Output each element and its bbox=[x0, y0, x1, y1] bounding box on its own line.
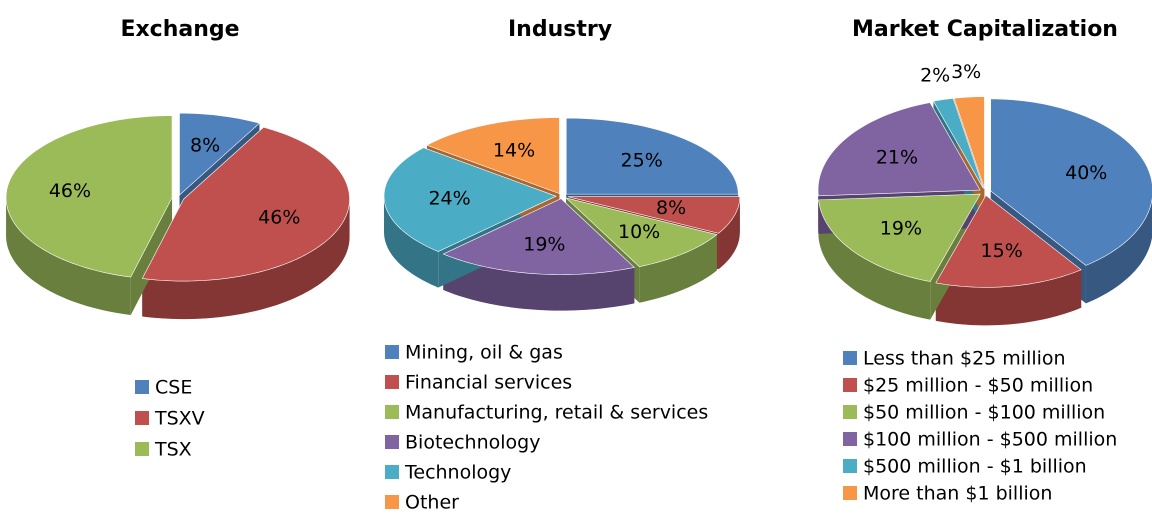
legend-label: Technology bbox=[404, 462, 511, 484]
legend-swatch bbox=[843, 405, 857, 419]
data-label: 2% bbox=[920, 64, 950, 86]
legend-swatch bbox=[385, 345, 399, 359]
legend-swatch bbox=[843, 432, 857, 446]
pie-side bbox=[639, 234, 717, 303]
legend-swatch bbox=[385, 495, 399, 509]
pie-side bbox=[384, 196, 439, 288]
data-label: 10% bbox=[618, 221, 660, 243]
data-label: 24% bbox=[428, 188, 470, 210]
data-label: 21% bbox=[876, 147, 918, 169]
chart-title: Market Capitalization bbox=[852, 17, 1118, 42]
data-label: 8% bbox=[190, 134, 220, 156]
legend-swatch bbox=[385, 465, 399, 479]
legend-label: More than $1 billion bbox=[863, 483, 1052, 505]
legend-label: Manufacturing, retail & services bbox=[405, 402, 708, 424]
legend-swatch bbox=[135, 411, 149, 425]
pie-side bbox=[1085, 199, 1152, 304]
legend-label: TSXV bbox=[154, 408, 205, 430]
legend-swatch bbox=[385, 435, 399, 449]
pie-slice bbox=[953, 96, 985, 189]
chart-title: Industry bbox=[508, 17, 612, 42]
pie-slice bbox=[383, 147, 557, 252]
data-label: 40% bbox=[1065, 162, 1107, 184]
data-label: 19% bbox=[880, 218, 922, 240]
legend-label: TSX bbox=[154, 439, 192, 461]
pie-slice bbox=[567, 196, 741, 234]
pie-slice bbox=[179, 112, 261, 196]
data-label: 19% bbox=[523, 234, 565, 256]
legend-label: Less than $25 million bbox=[863, 348, 1066, 370]
legend-label: Mining, oil & gas bbox=[405, 342, 563, 364]
legend-swatch bbox=[385, 405, 399, 419]
pie-slice bbox=[818, 193, 981, 282]
legend-label: $500 million - $1 billion bbox=[863, 456, 1087, 478]
data-label: 46% bbox=[258, 206, 300, 228]
data-label: 14% bbox=[493, 139, 535, 161]
legend-label: $50 million - $100 million bbox=[863, 402, 1105, 424]
pie-slice bbox=[141, 126, 350, 282]
pie-slice bbox=[817, 102, 981, 197]
legend-swatch bbox=[135, 380, 149, 394]
legend-swatch bbox=[843, 378, 857, 392]
pie-side bbox=[142, 199, 350, 320]
legend-label: Financial services bbox=[405, 372, 572, 394]
legend-label: $100 million - $500 million bbox=[863, 429, 1117, 451]
data-label: 15% bbox=[981, 240, 1023, 262]
pie-slice bbox=[565, 117, 739, 195]
legend-label: Biotechnology bbox=[405, 432, 540, 454]
data-label: 3% bbox=[951, 61, 981, 83]
pie-slice bbox=[565, 197, 718, 268]
pie-slice bbox=[442, 198, 635, 275]
pie-slice bbox=[5, 115, 173, 278]
pie-slice bbox=[426, 117, 560, 195]
legend-label: CSE bbox=[155, 377, 192, 399]
pie-side bbox=[718, 196, 740, 270]
legend-swatch bbox=[843, 459, 857, 473]
data-label: 46% bbox=[49, 180, 91, 202]
legend-swatch bbox=[843, 486, 857, 500]
pie-side bbox=[935, 269, 1082, 326]
pie-wall bbox=[130, 197, 173, 316]
pie-slice bbox=[932, 98, 984, 189]
data-label: 25% bbox=[621, 149, 663, 171]
pie-side bbox=[818, 199, 931, 320]
pie-side bbox=[6, 197, 131, 316]
legend-swatch bbox=[385, 375, 399, 389]
legend-swatch bbox=[843, 351, 857, 365]
chart-title: Exchange bbox=[120, 17, 239, 42]
legend-swatch bbox=[135, 442, 149, 456]
legend-label: $25 million - $50 million bbox=[863, 375, 1093, 397]
pie-slice bbox=[990, 98, 1152, 266]
data-label: 8% bbox=[656, 197, 686, 219]
legend-label: Other bbox=[405, 492, 459, 514]
pie-slice bbox=[935, 194, 1082, 288]
